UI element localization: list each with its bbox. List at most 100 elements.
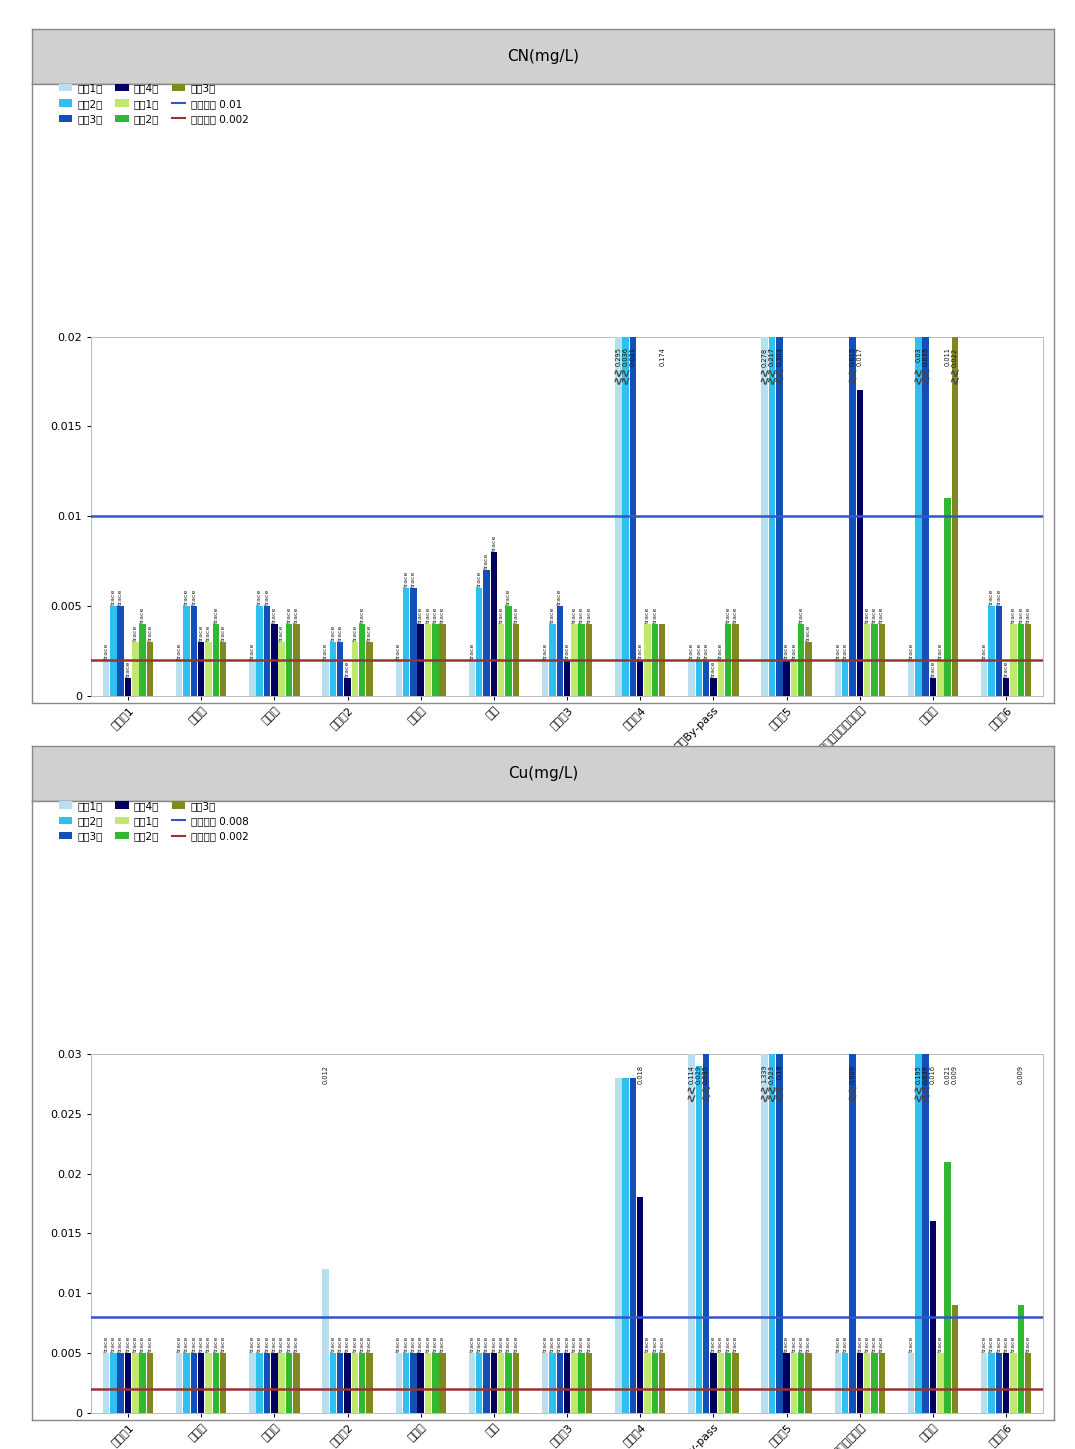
- Bar: [930, 1222, 936, 1413]
- Text: trace: trace: [440, 1336, 445, 1352]
- Text: trace: trace: [1026, 1336, 1031, 1352]
- Text: trace: trace: [397, 642, 401, 658]
- Text: trace: trace: [367, 1336, 372, 1352]
- Text: trace: trace: [126, 1336, 130, 1352]
- Bar: [937, 659, 944, 696]
- Bar: [951, 1306, 958, 1413]
- Text: 0.018: 0.018: [637, 1065, 643, 1084]
- Bar: [834, 1353, 841, 1413]
- Bar: [184, 1353, 189, 1413]
- Text: trace: trace: [981, 1336, 987, 1352]
- Text: trace: trace: [191, 588, 197, 604]
- Text: 0.021: 0.021: [945, 1065, 950, 1084]
- Text: 0.035: 0.035: [703, 1065, 710, 1084]
- Text: trace: trace: [206, 625, 211, 640]
- Text: trace: trace: [835, 1336, 841, 1352]
- Text: trace: trace: [470, 642, 474, 658]
- Bar: [945, 498, 950, 696]
- Text: trace: trace: [653, 1336, 658, 1352]
- Text: trace: trace: [103, 1336, 109, 1352]
- Bar: [857, 1353, 863, 1413]
- Bar: [440, 1353, 446, 1413]
- Bar: [411, 588, 417, 696]
- Bar: [849, 1053, 856, 1413]
- Bar: [198, 1353, 204, 1413]
- Bar: [505, 1353, 512, 1413]
- Bar: [432, 1353, 439, 1413]
- Text: trace: trace: [397, 1336, 401, 1352]
- Bar: [396, 659, 402, 696]
- Text: 0.217: 0.217: [769, 348, 775, 367]
- Text: trace: trace: [784, 642, 789, 658]
- Bar: [278, 1353, 285, 1413]
- Text: trace: trace: [733, 1336, 737, 1352]
- Bar: [637, 1197, 644, 1413]
- Text: 0.036: 0.036: [622, 348, 629, 367]
- Text: trace: trace: [791, 1336, 797, 1352]
- Text: 0.021: 0.021: [630, 348, 636, 367]
- Text: trace: trace: [213, 1336, 218, 1352]
- Bar: [644, 623, 650, 696]
- Text: trace: trace: [249, 1336, 255, 1352]
- Text: trace: trace: [191, 1336, 197, 1352]
- Bar: [578, 1353, 585, 1413]
- Text: trace: trace: [506, 1336, 511, 1352]
- Text: trace: trace: [176, 642, 182, 658]
- Text: trace: trace: [257, 588, 262, 604]
- Bar: [922, 1053, 929, 1413]
- Bar: [352, 1353, 358, 1413]
- Text: trace: trace: [579, 606, 584, 623]
- Bar: [937, 1353, 944, 1413]
- Bar: [711, 678, 717, 696]
- Text: trace: trace: [506, 588, 511, 604]
- Text: trace: trace: [645, 1336, 650, 1352]
- Bar: [930, 678, 936, 696]
- Bar: [542, 1353, 548, 1413]
- Bar: [732, 623, 739, 696]
- Text: trace: trace: [249, 642, 255, 658]
- Bar: [490, 552, 497, 696]
- Bar: [1018, 623, 1024, 696]
- Text: trace: trace: [338, 1336, 343, 1352]
- Bar: [146, 642, 153, 696]
- Bar: [622, 336, 629, 696]
- Bar: [103, 659, 110, 696]
- Bar: [564, 1353, 570, 1413]
- Bar: [110, 1353, 116, 1413]
- Bar: [571, 623, 577, 696]
- Bar: [798, 1353, 804, 1413]
- Bar: [761, 336, 768, 696]
- Text: trace: trace: [476, 571, 482, 587]
- Bar: [330, 642, 336, 696]
- Text: trace: trace: [843, 642, 848, 658]
- Bar: [922, 336, 929, 696]
- Text: 0.039: 0.039: [922, 1065, 929, 1084]
- Text: trace: trace: [133, 1336, 138, 1352]
- Bar: [411, 1353, 417, 1413]
- Text: 0.174: 0.174: [659, 348, 665, 367]
- Text: trace: trace: [220, 625, 226, 640]
- Bar: [615, 336, 621, 696]
- Bar: [871, 623, 877, 696]
- Bar: [330, 1353, 336, 1413]
- Text: trace: trace: [491, 535, 497, 551]
- Text: trace: trace: [579, 1336, 584, 1352]
- Bar: [557, 606, 563, 696]
- Text: trace: trace: [499, 606, 504, 623]
- Bar: [849, 336, 856, 696]
- Bar: [995, 606, 1002, 696]
- Text: 0.609: 0.609: [849, 1065, 856, 1084]
- Bar: [432, 623, 439, 696]
- Bar: [205, 642, 212, 696]
- Text: trace: trace: [433, 1336, 438, 1352]
- Text: trace: trace: [1026, 606, 1031, 623]
- Bar: [732, 1353, 739, 1413]
- Text: trace: trace: [118, 588, 124, 604]
- Text: trace: trace: [367, 625, 372, 640]
- Text: trace: trace: [989, 1336, 994, 1352]
- Bar: [988, 606, 994, 696]
- Text: trace: trace: [711, 661, 716, 677]
- Bar: [190, 606, 197, 696]
- Bar: [271, 623, 277, 696]
- Text: trace: trace: [989, 588, 994, 604]
